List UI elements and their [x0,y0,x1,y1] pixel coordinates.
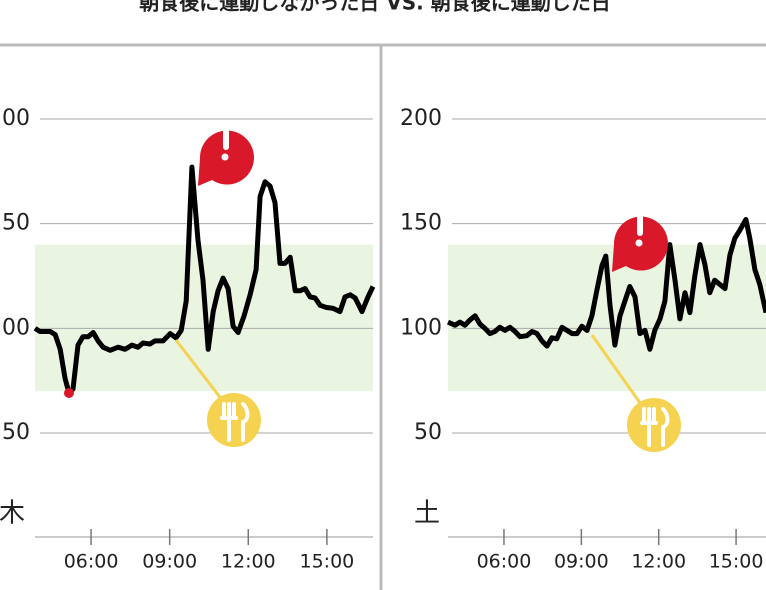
title: 朝食後に運動しなかった日 VS. 朝食後に運動した日 [139,0,610,15]
fork-knife [640,407,670,447]
meal-pointer [174,339,228,406]
x-tick-label: 12:00 [221,551,276,573]
meal-pointer [590,334,647,411]
x-tick-label: 06:00 [477,551,532,573]
x-tick-label: 09:00 [554,551,609,573]
plots: 50 100 150 200 06:00 09:00 12:00 15:00 木 50 100 150… [0,106,766,573]
x-tick-label: 15:00 [709,551,764,573]
y-tick-label: 100 [0,315,30,340]
glucose-line [33,164,376,396]
fork-knife [220,402,250,442]
y-tick-label: 100 [400,315,442,340]
x-tick-label: 09:00 [142,551,197,573]
alert-dot [635,239,643,247]
low-dot [64,388,74,398]
day-label: 木 [0,499,25,529]
x-tick-label: 15:00 [300,551,355,573]
plot [33,118,376,545]
y-tick-label: 150 [400,211,442,236]
x-tick-label: 06:00 [64,551,119,573]
x-tick-label: 12:00 [631,551,686,573]
y-tick-label: 200 [400,106,442,131]
day-label: 土 [414,499,440,529]
y-tick-label: 200 [0,106,30,131]
y-tick-label: 50 [2,420,30,445]
glucose-line [446,217,766,352]
alert-dot [221,153,229,161]
y-tick-label: 50 [414,420,442,445]
y-tick-label: 150 [0,211,30,236]
plot [446,118,766,545]
decorations [64,122,681,452]
